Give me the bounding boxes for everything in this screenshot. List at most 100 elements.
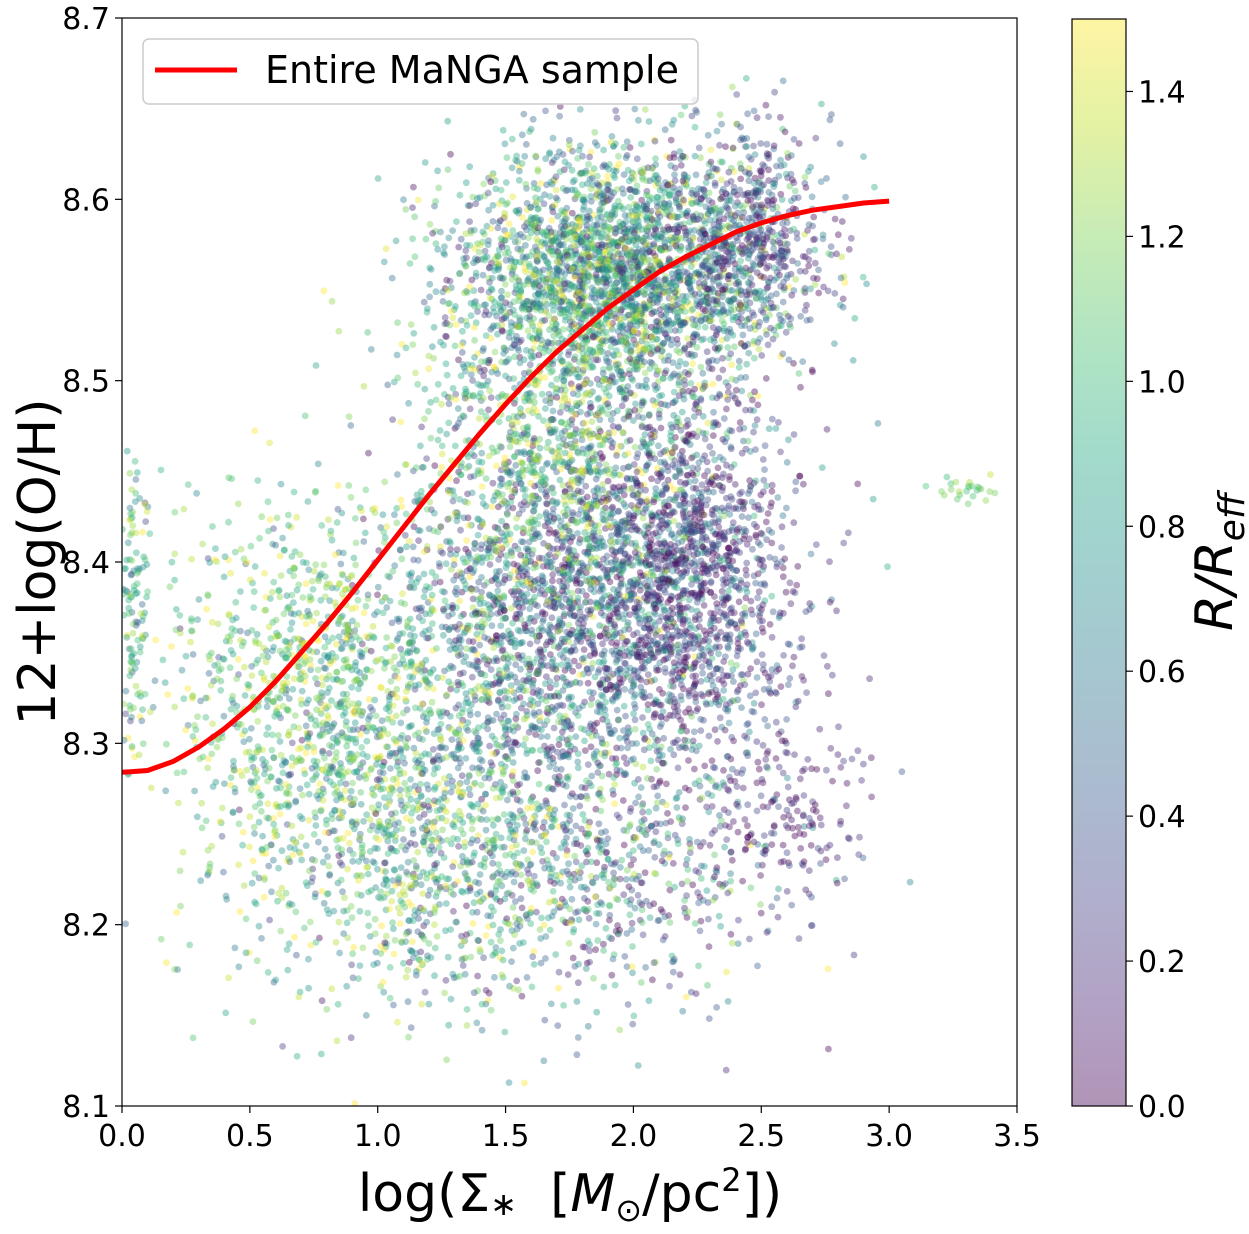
- scatter-point: [724, 344, 732, 351]
- scatter-point: [711, 344, 719, 352]
- scatter-point: [498, 321, 506, 329]
- scatter-point: [444, 300, 452, 308]
- scatter-point: [561, 306, 568, 314]
- scatter-point: [556, 258, 564, 266]
- scatter-point: [714, 738, 721, 745]
- scatter-point: [558, 661, 566, 668]
- scatter-point: [719, 287, 727, 294]
- scatter-point: [426, 220, 434, 228]
- scatter-point: [571, 353, 579, 361]
- scatter-point: [620, 143, 628, 151]
- scatter-point: [498, 287, 505, 295]
- scatter-point: [732, 221, 740, 229]
- scatter-point: [519, 214, 526, 221]
- scatter-point: [768, 415, 776, 423]
- scatter-point: [410, 183, 417, 191]
- scatter-point: [761, 466, 768, 473]
- scatter-point: [691, 765, 698, 773]
- scatter-point: [651, 137, 659, 145]
- scatter-point: [631, 725, 639, 733]
- scatter-point: [730, 678, 737, 685]
- scatter-point: [688, 746, 696, 753]
- scatter-point: [734, 696, 742, 704]
- scatter-point: [550, 599, 558, 606]
- scatter-point: [485, 406, 492, 414]
- scatter-point: [718, 317, 726, 324]
- scatter-point: [556, 148, 563, 156]
- scatter-point: [481, 247, 489, 255]
- scatter-point: [523, 253, 530, 260]
- scatter-point: [737, 175, 745, 183]
- scatter-point: [783, 459, 791, 466]
- scatter-point: [699, 385, 707, 392]
- scatter-point: [414, 196, 422, 204]
- scatter-point: [851, 314, 859, 322]
- scatter-point: [521, 255, 529, 262]
- scatter-point: [620, 702, 628, 710]
- scatter-point: [591, 251, 599, 259]
- scatter-point: [659, 235, 667, 242]
- scatter-point: [598, 199, 605, 207]
- scatter-point: [499, 236, 506, 244]
- scatter-point: [699, 646, 707, 653]
- scatter-points: [122, 75, 999, 1106]
- scatter-point: [533, 198, 540, 206]
- scatter-point: [458, 349, 466, 356]
- scatter-point: [633, 188, 641, 196]
- scatter-point: [501, 237, 509, 244]
- scatter-point: [728, 83, 736, 91]
- scatter-point: [487, 394, 495, 401]
- scatter-point: [745, 349, 753, 357]
- scatter-point: [645, 118, 653, 125]
- scatter-point: [565, 311, 573, 319]
- scatter-point: [606, 365, 614, 372]
- scatter-point: [691, 123, 699, 131]
- scatter-point: [731, 343, 738, 351]
- scatter-point: [579, 206, 587, 214]
- scatter-point: [759, 456, 767, 463]
- scatter-point: [735, 263, 743, 271]
- scatter-point: [456, 270, 463, 278]
- scatter-point: [549, 577, 556, 585]
- scatter-point: [478, 449, 486, 457]
- scatter-point: [586, 261, 593, 268]
- scatter-point: [562, 215, 569, 223]
- scatter-point: [601, 288, 609, 296]
- scatter-point: [543, 673, 550, 680]
- scatter-point: [599, 481, 607, 488]
- scatter-point: [458, 342, 465, 349]
- scatter-point: [556, 112, 563, 120]
- scatter-point: [374, 591, 381, 599]
- scatter-point: [526, 361, 534, 369]
- scatter-point: [459, 327, 466, 335]
- scatter-point: [637, 140, 645, 148]
- scatter-point: [382, 245, 390, 253]
- scatter-point: [795, 370, 803, 377]
- scatter-point: [411, 213, 419, 221]
- scatter-point: [588, 227, 596, 234]
- scatter-point: [451, 342, 459, 350]
- scatter-point: [558, 335, 566, 343]
- scatter-point: [651, 172, 659, 179]
- scatter-point: [623, 280, 631, 287]
- scatter-point: [410, 330, 418, 337]
- scatter-point: [471, 336, 478, 344]
- scatter-point: [572, 268, 580, 276]
- scatter-point: [563, 367, 571, 375]
- scatter-point: [633, 264, 641, 272]
- scatter-point: [342, 780, 350, 788]
- scatter-point: [718, 587, 726, 595]
- scatter-point: [409, 341, 417, 348]
- scatter-point: [575, 511, 582, 518]
- scatter-point: [608, 326, 616, 333]
- scatter-point: [521, 624, 529, 632]
- scatter-point: [637, 320, 644, 328]
- scatter-point: [534, 602, 541, 610]
- scatter-point: [655, 666, 663, 674]
- scatter-point: [566, 325, 573, 333]
- scatter-point: [688, 712, 695, 720]
- scatter-point: [818, 464, 826, 471]
- scatter-point: [445, 419, 453, 427]
- scatter-point: [541, 610, 549, 618]
- scatter-point: [609, 212, 617, 220]
